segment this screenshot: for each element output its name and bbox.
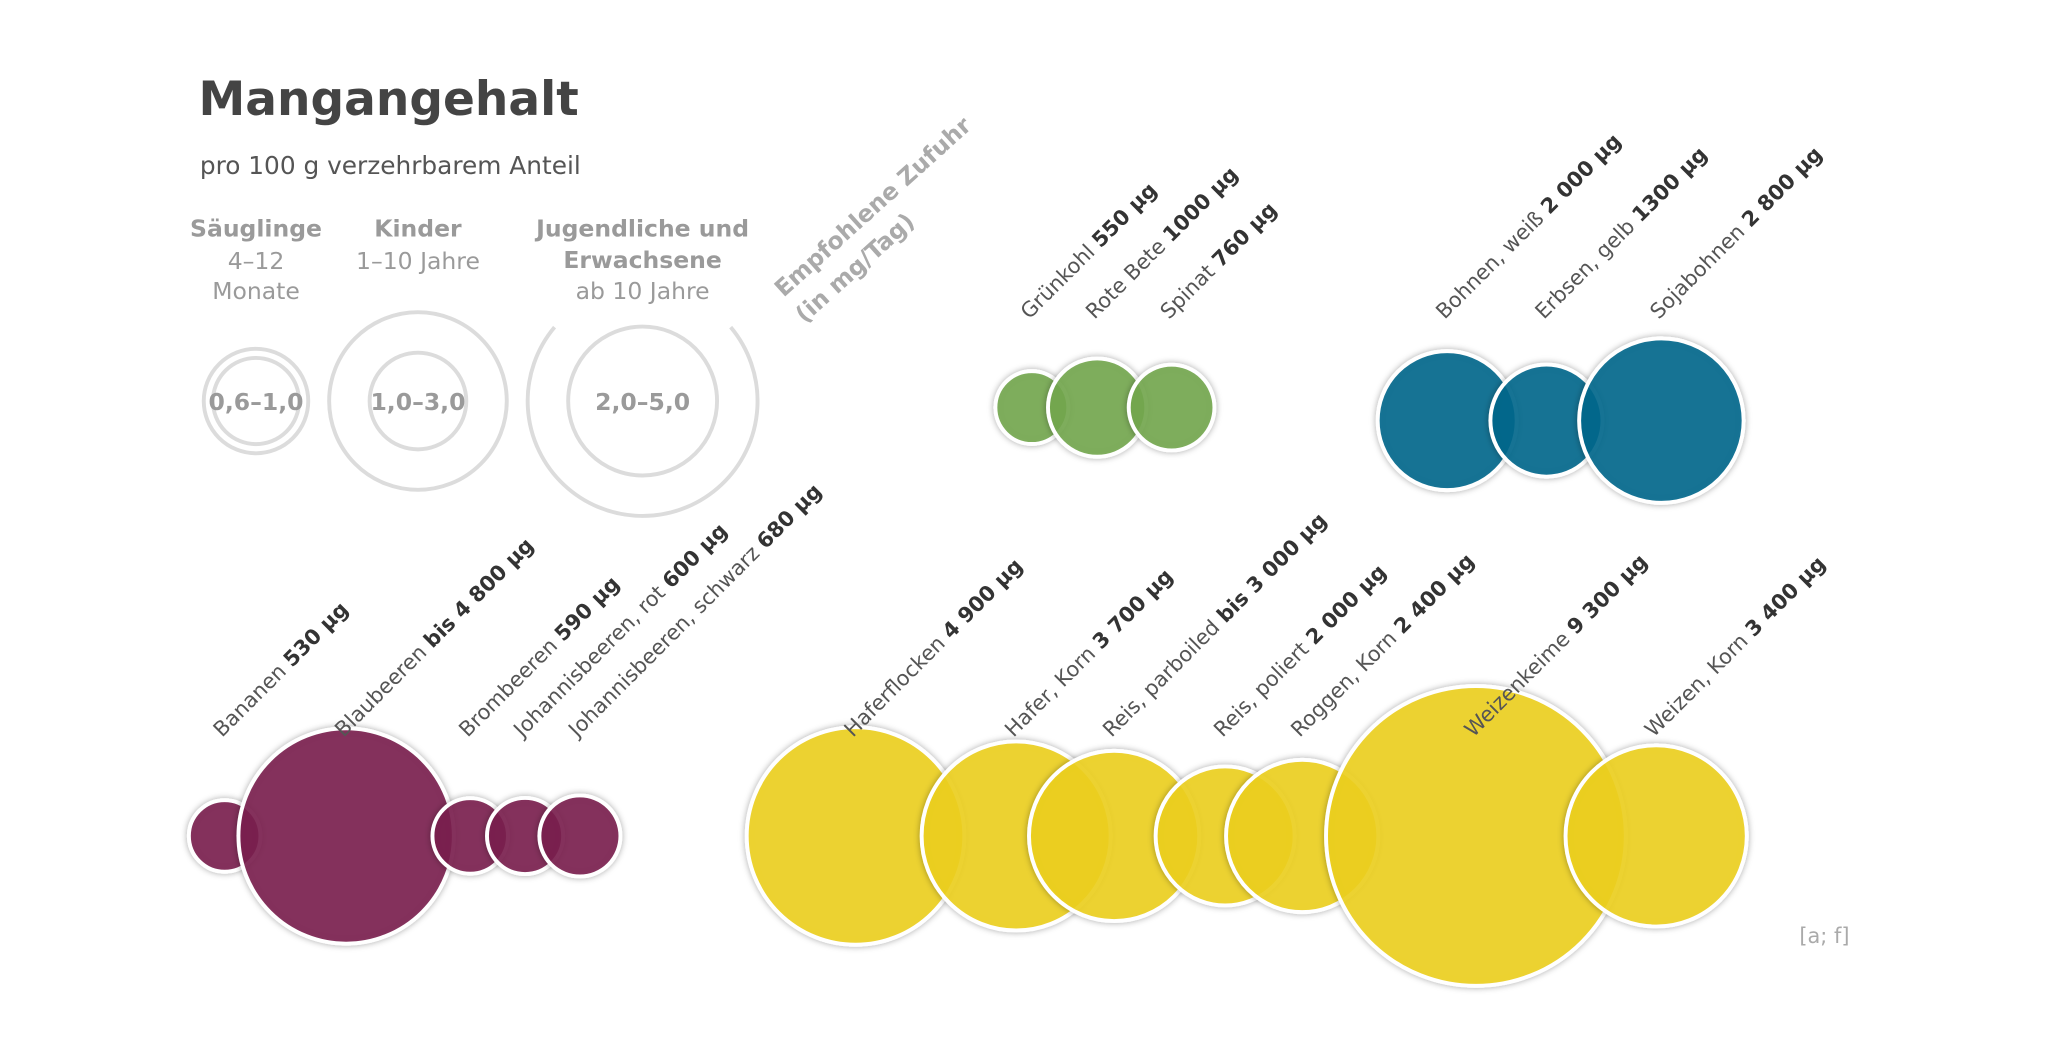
food-label: Haferflocken 4 900 µg xyxy=(839,554,1027,742)
range: 0,6–1,0 xyxy=(208,388,303,416)
food-amount: bis 4 800 µg xyxy=(419,533,538,652)
group-label: Säuglinge xyxy=(190,214,322,242)
food-amount: 2 400 µg xyxy=(1389,549,1479,639)
subtitle: pro 100 g verzehrbarem Anteil xyxy=(200,151,581,180)
food-name: Weizen, Korn xyxy=(1640,629,1753,742)
food-label: Blaubeeren bis 4 800 µg xyxy=(330,533,538,741)
food-name: Hafer, Korn xyxy=(1000,642,1100,742)
group-age: ab 10 Jahre xyxy=(576,277,710,305)
group-label: Kinder xyxy=(374,214,462,242)
ring xyxy=(201,346,311,456)
food-amount: 760 µg xyxy=(1207,198,1281,272)
food-label: Bohnen, weiß 2 000 µg xyxy=(1431,129,1626,324)
food-amount: 3 400 µg xyxy=(1740,551,1830,641)
group-age: 4–12 xyxy=(228,247,285,275)
ring xyxy=(566,324,720,478)
range: 2,0–5,0 xyxy=(595,388,690,416)
rec-heading: Empfohlene Zufuhr xyxy=(769,111,977,302)
group-label: Jugendliche und xyxy=(534,214,749,242)
ring xyxy=(210,355,302,447)
range: 1,0–3,0 xyxy=(370,388,465,416)
food-name: Sojabohnen xyxy=(1645,220,1749,324)
bubble xyxy=(1577,336,1746,505)
food-amount: 530 µg xyxy=(279,597,353,671)
food-amount: 3 700 µg xyxy=(1088,564,1178,654)
bubble xyxy=(1126,362,1217,453)
ring xyxy=(327,310,509,492)
title: Mangangehalt xyxy=(199,72,579,127)
food-label: Johannisbeeren, rot 600 µg xyxy=(508,519,732,743)
food-label: Johannisbeeren, schwarz 680 µg xyxy=(562,479,826,743)
food-name: Spinat xyxy=(1156,260,1220,324)
bubble xyxy=(236,726,456,946)
food-amount: 2 000 µg xyxy=(1536,129,1626,219)
bubble xyxy=(537,793,623,879)
food-name: Erbsen, gelb xyxy=(1530,214,1639,323)
food-label: Bananen 530 µg xyxy=(209,597,353,741)
ring xyxy=(367,350,469,452)
food-amount: 680 µg xyxy=(752,479,826,553)
food-amount: 9 300 µg xyxy=(1562,549,1652,639)
food-name: Blaubeeren xyxy=(330,640,431,741)
source: [a; f] xyxy=(1799,924,1849,948)
food-amount: 2 800 µg xyxy=(1737,142,1827,232)
group-age: Monate xyxy=(212,277,300,305)
ring xyxy=(525,325,760,518)
food-name: Bananen xyxy=(209,659,291,741)
food-amount: bis 3 000 µg xyxy=(1212,508,1331,627)
food-name: Haferflocken xyxy=(839,631,949,741)
bubble xyxy=(1563,743,1749,929)
food-amount: 1300 µg xyxy=(1627,142,1712,227)
group-age: 1–10 Jahre xyxy=(356,247,480,275)
food-amount: 4 900 µg xyxy=(938,554,1028,644)
group-label: Erwachsene xyxy=(563,246,721,274)
food-label: Hafer, Korn 3 700 µg xyxy=(1000,564,1177,741)
food-label: Weizen, Korn 3 400 µg xyxy=(1640,551,1830,741)
